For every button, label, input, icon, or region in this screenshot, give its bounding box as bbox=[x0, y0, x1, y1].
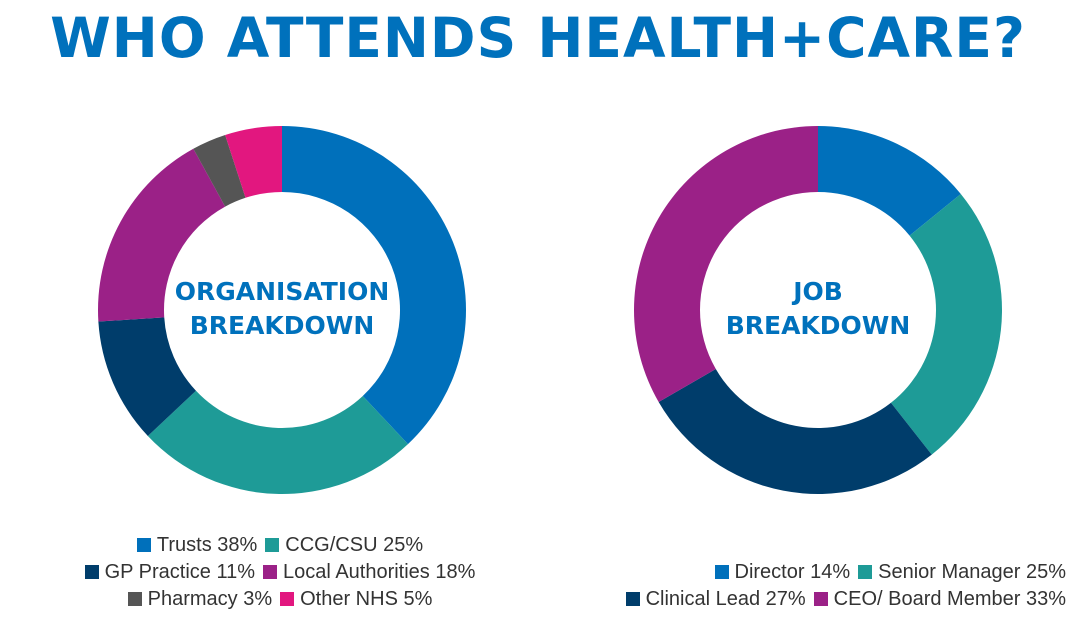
page-title: WHO ATTENDS HEALTH+CARE? bbox=[50, 6, 1026, 70]
center-label-line-2: BREAKDOWN bbox=[190, 311, 375, 340]
legend-swatch bbox=[136, 538, 151, 552]
legend-label: Local Authorities 18% bbox=[283, 561, 476, 583]
donut-slice-senior-manager bbox=[890, 193, 1002, 455]
legend-row: Pharmacy 3% Other NHS 5% bbox=[20, 586, 540, 613]
job-donut-chart: JOB BREAKDOWN bbox=[634, 126, 1002, 494]
legend-swatch bbox=[858, 565, 873, 579]
donut-slice-ceo-board-member bbox=[634, 126, 818, 402]
legend-label: Other NHS 5% bbox=[300, 588, 433, 610]
legend-swatch bbox=[813, 592, 828, 606]
donut-slice-other-nhs bbox=[225, 126, 282, 198]
legend-swatch bbox=[714, 565, 729, 579]
organisation-legend: Trusts 38% CCG/CSU 25% GP Practice 11% Loca… bbox=[20, 532, 540, 613]
legend-item-pharmacy: Pharmacy 3% bbox=[127, 586, 273, 613]
legend-item-trusts: Trusts 38% bbox=[136, 532, 258, 559]
legend-swatch bbox=[280, 592, 295, 606]
legend-item-director: Director 14% bbox=[714, 559, 851, 586]
legend-label: CEO/ Board Member 33% bbox=[833, 588, 1066, 610]
donut-slice-director bbox=[818, 126, 961, 236]
donut-slice-gp-practice bbox=[98, 317, 196, 436]
center-label-line-1: JOB bbox=[791, 277, 843, 306]
legend-item-clinical-lead: Clinical Lead 27% bbox=[625, 586, 806, 613]
legend-swatch bbox=[84, 565, 99, 579]
donut-slice-local-authorities bbox=[98, 148, 226, 322]
donut-slice-clinical-lead bbox=[658, 369, 932, 494]
legend-label: CCG/CSU 25% bbox=[285, 534, 424, 556]
legend-swatch bbox=[263, 565, 278, 579]
donut-slice-ccg-csu bbox=[147, 390, 408, 494]
legend-label: Clinical Lead 27% bbox=[645, 588, 806, 610]
center-label-line-1: ORGANISATION bbox=[175, 277, 390, 306]
legend-label: Trusts 38% bbox=[156, 534, 258, 556]
legend-item-ceo-board-member: CEO/ Board Member 33% bbox=[813, 586, 1066, 613]
legend-label: Pharmacy 3% bbox=[147, 588, 273, 610]
legend-item-ccg-csu: CCG/CSU 25% bbox=[265, 532, 423, 559]
legend-row: Clinical Lead 27% CEO/ Board Member 33% bbox=[545, 586, 1070, 613]
legend-item-other-nhs: Other NHS 5% bbox=[280, 586, 432, 613]
legend-row: GP Practice 11% Local Authorities 18% bbox=[20, 559, 540, 586]
legend-label: Director 14% bbox=[734, 561, 851, 583]
center-label-line-2: BREAKDOWN bbox=[726, 311, 911, 340]
donut-slice-pharmacy bbox=[193, 135, 246, 207]
organisation-donut-chart: ORGANISATION BREAKDOWN bbox=[98, 126, 466, 494]
legend-item-gp-practice: GP Practice 11% bbox=[84, 559, 256, 586]
job-legend: Director 14% Senior Manager 25% Clinical L… bbox=[545, 559, 1070, 613]
legend-label: GP Practice 11% bbox=[104, 561, 256, 583]
legend-swatch bbox=[127, 592, 142, 606]
legend-item-senior-manager: Senior Manager 25% bbox=[858, 559, 1066, 586]
legend-row: Trusts 38% CCG/CSU 25% bbox=[20, 532, 540, 559]
legend-swatch bbox=[265, 538, 280, 552]
legend-item-local-authorities: Local Authorities 18% bbox=[263, 559, 475, 586]
legend-swatch bbox=[625, 592, 640, 606]
legend-row: Director 14% Senior Manager 25% bbox=[545, 559, 1070, 586]
legend-label: Senior Manager 25% bbox=[878, 561, 1066, 583]
donut-slice-trusts bbox=[282, 126, 466, 445]
